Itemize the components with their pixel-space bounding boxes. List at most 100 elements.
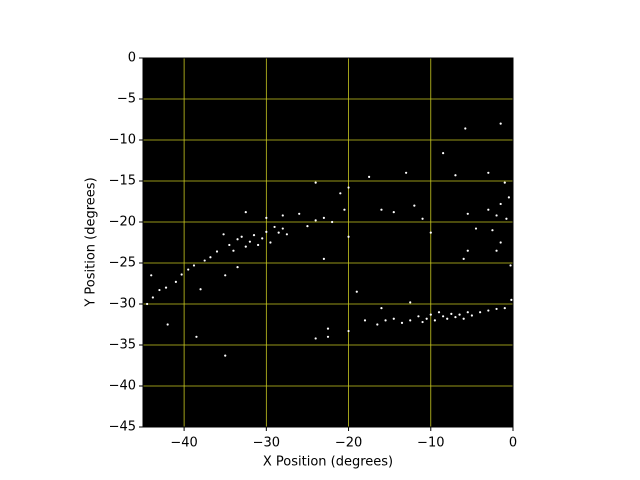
point: [499, 241, 502, 244]
point: [495, 307, 498, 311]
point: [265, 230, 268, 233]
point: [425, 317, 428, 320]
point: [192, 264, 196, 267]
point: [499, 122, 502, 125]
point: [314, 181, 317, 184]
point: [355, 290, 358, 293]
point: [236, 238, 239, 241]
point: [417, 315, 420, 318]
point: [166, 323, 169, 326]
point: [503, 307, 506, 310]
y-tick-label: −25: [109, 256, 136, 271]
point: [228, 243, 231, 247]
point: [505, 217, 508, 220]
point: [462, 317, 465, 320]
x-tick-label: −20: [335, 436, 362, 451]
point: [314, 219, 317, 222]
point: [343, 208, 346, 211]
point: [507, 196, 510, 199]
y-tick-label: −45: [109, 420, 136, 435]
y-tick-label: −20: [109, 215, 136, 230]
point: [368, 175, 371, 178]
point: [450, 312, 453, 315]
y-axis-label: Y Position (degrees): [84, 177, 99, 307]
point: [446, 317, 449, 320]
point: [462, 257, 465, 260]
point: [458, 313, 461, 316]
y-tick-label: −30: [109, 297, 136, 312]
point: [495, 214, 498, 217]
point: [409, 301, 412, 304]
point: [347, 235, 350, 238]
point: [466, 249, 469, 252]
point: [222, 233, 225, 236]
point: [277, 231, 280, 234]
point: [150, 274, 153, 277]
point: [466, 212, 469, 215]
point: [187, 268, 190, 271]
point: [413, 204, 416, 207]
point: [281, 214, 284, 217]
point: [244, 211, 247, 214]
point: [454, 316, 457, 319]
point: [470, 314, 473, 317]
point: [252, 234, 256, 237]
point: [244, 245, 247, 248]
x-tick-label: 0: [509, 436, 517, 451]
x-tick-label: −40: [170, 436, 197, 451]
point: [326, 335, 330, 338]
point: [464, 127, 467, 130]
point: [257, 243, 260, 247]
point: [421, 320, 424, 324]
plot-frame: [142, 57, 514, 428]
point: [215, 250, 219, 253]
point: [209, 256, 212, 259]
point: [376, 323, 379, 326]
point: [158, 288, 161, 292]
point: [248, 240, 251, 243]
point: [380, 208, 383, 211]
point: [180, 273, 183, 276]
point: [442, 315, 445, 318]
x-axis-label: X Position (degrees): [263, 455, 393, 470]
point: [347, 329, 350, 333]
point: [195, 335, 198, 338]
point: [487, 309, 490, 312]
point: [392, 317, 395, 320]
point: [261, 237, 264, 240]
point: [510, 298, 513, 301]
point: [474, 227, 478, 230]
point: [499, 202, 502, 206]
point: [487, 171, 490, 174]
y-tick-label: 0: [128, 51, 136, 66]
point: [405, 171, 408, 174]
point: [339, 192, 342, 195]
point: [509, 264, 512, 267]
point: [347, 186, 350, 189]
point: [363, 319, 367, 322]
point: [326, 327, 330, 330]
point: [409, 319, 412, 322]
point: [466, 311, 469, 314]
point: [331, 220, 334, 224]
point: [429, 313, 432, 316]
plot-background: [143, 58, 513, 427]
point: [199, 288, 202, 291]
y-tick-label: −15: [109, 174, 136, 189]
point: [240, 235, 243, 238]
x-tick-label: −30: [253, 436, 280, 451]
point: [491, 229, 494, 232]
x-tick-label: −10: [417, 436, 444, 451]
point: [265, 216, 268, 219]
point: [232, 249, 235, 252]
point: [380, 307, 383, 310]
y-tick-label: −5: [117, 92, 136, 107]
point: [285, 233, 288, 236]
point: [495, 249, 498, 252]
point: [429, 231, 432, 234]
point: [269, 241, 272, 244]
point: [306, 225, 309, 228]
y-tick-label: −35: [109, 338, 136, 353]
